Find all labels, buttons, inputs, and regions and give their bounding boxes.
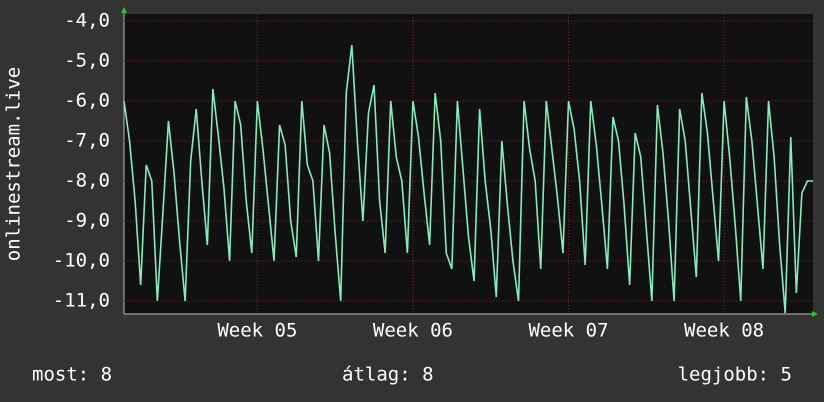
y-tick-label: -8,0: [64, 170, 110, 192]
y-axis-label: onlinestream.live: [3, 67, 25, 261]
y-arrow: [121, 7, 127, 13]
x-tick-label: Week 05: [217, 320, 297, 342]
data-line: [123, 44, 813, 314]
x-tick-label: Week 08: [684, 320, 764, 342]
footer-best: legjobb: 5: [678, 364, 792, 386]
y-tick-label: -9,0: [64, 210, 110, 232]
y-tick-label: -10,0: [53, 250, 110, 272]
x-arrow: [812, 311, 818, 317]
y-tick-label: -4,0: [64, 10, 110, 32]
y-tick-label: -6,0: [64, 90, 110, 112]
footer-average: átlag: 8: [342, 364, 434, 386]
x-tick-label: Week 06: [373, 320, 453, 342]
x-tick-label: Week 07: [528, 320, 608, 342]
y-tick-label: -11,0: [53, 290, 110, 312]
y-tick-label: -7,0: [64, 130, 110, 152]
footer-current: most: 8: [32, 364, 112, 386]
plot-area: [124, 14, 813, 314]
y-tick-label: -5,0: [64, 50, 110, 72]
